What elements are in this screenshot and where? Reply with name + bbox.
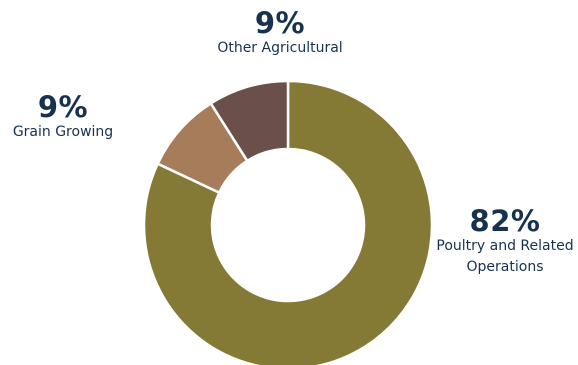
slice-label-poultry: 82% Poultry and Related Operations (425, 206, 578, 278)
slice-percent-poultry: 82% (469, 204, 541, 238)
donut-slice-poultry-and-related-operations (142, 79, 434, 365)
slice-name-other-agricultural: Other Agricultural (217, 40, 343, 56)
slice-name-grain-growing: Grain Growing (12, 124, 114, 140)
slice-name-poultry-line-2: Operations (466, 259, 544, 275)
slice-percent-other-agricultural: 9% (254, 6, 306, 40)
slice-label-other-agricultural: 9% Other Agricultural (190, 8, 370, 59)
slice-name-poultry-line-1: Poultry and Related (436, 238, 574, 254)
slice-label-grain-growing: 9% Grain Growing (0, 92, 126, 143)
donut-slice-other-agricultural (209, 79, 290, 163)
slice-percent-grain-growing: 9% (37, 90, 89, 124)
